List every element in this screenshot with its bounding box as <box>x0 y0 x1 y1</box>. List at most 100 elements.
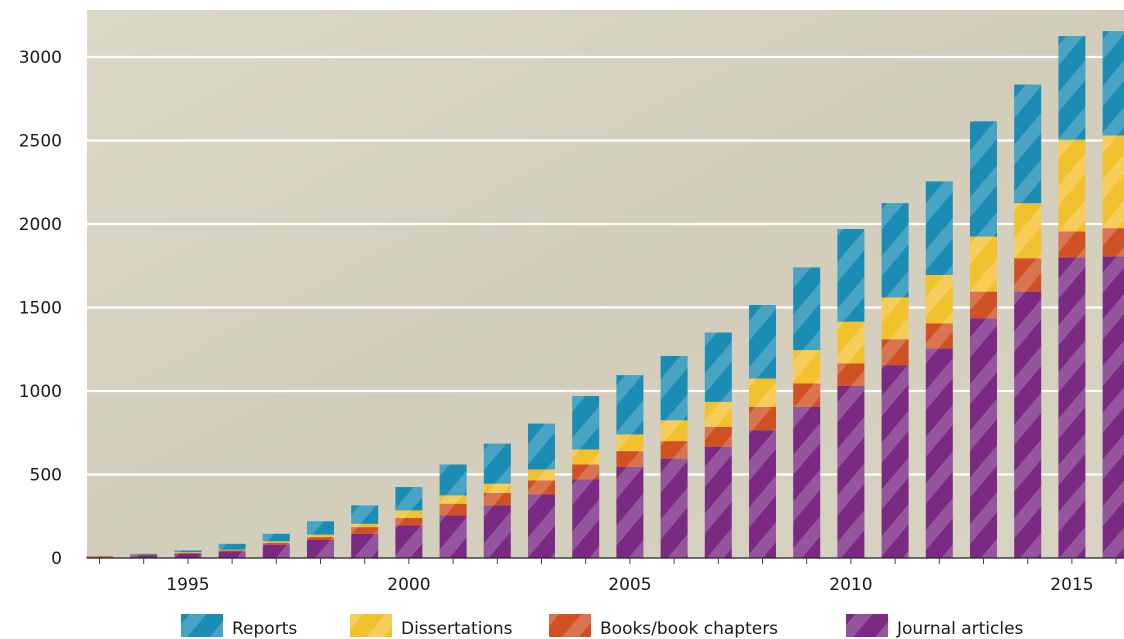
bar-hatch <box>1014 258 1042 292</box>
bar-hatch <box>1102 31 1124 136</box>
bar-hatch <box>881 203 909 298</box>
bar-hatch <box>704 332 732 402</box>
bar-hatch <box>395 517 423 526</box>
y-tick-label: 1000 <box>19 382 62 402</box>
legend-swatch-hatch <box>549 614 591 637</box>
bar-hatch <box>307 534 334 538</box>
bar-hatch <box>749 304 776 379</box>
bar-hatch <box>660 458 688 558</box>
bar-hatch <box>395 510 423 518</box>
bar-hatch <box>439 464 467 496</box>
bar-hatch <box>262 544 290 558</box>
bar-hatch <box>925 181 953 275</box>
bar-hatch <box>925 274 953 324</box>
bar-hatch <box>483 483 511 493</box>
bar-hatch <box>572 464 600 480</box>
legend-swatch-hatch <box>181 614 223 637</box>
bar-hatch <box>307 539 334 558</box>
bar-hatch <box>130 555 158 558</box>
bar-hatch <box>881 365 909 558</box>
bar-hatch <box>307 521 334 535</box>
bar-hatch <box>483 443 511 484</box>
bar-hatch <box>395 525 423 558</box>
bar-hatch <box>1014 291 1042 558</box>
legend-swatch-hatch <box>846 614 888 637</box>
bar-hatch <box>1102 256 1124 558</box>
bar-hatch <box>881 339 909 366</box>
x-tick-label: 2005 <box>608 575 651 595</box>
x-tick-label: 2000 <box>387 575 430 595</box>
bar-hatch <box>439 495 467 504</box>
bar-hatch <box>528 480 555 495</box>
bar-hatch <box>1014 84 1042 204</box>
bar-hatch <box>351 505 379 524</box>
bar-hatch <box>1058 139 1086 232</box>
bar-hatch <box>86 556 113 558</box>
bar-hatch <box>970 318 997 558</box>
bar-hatch <box>218 543 246 550</box>
bar-hatch <box>130 554 158 556</box>
bar-hatch <box>793 267 821 351</box>
bar-hatch <box>837 385 865 558</box>
y-tick-label: 0 <box>51 549 62 569</box>
bar-hatch <box>704 426 732 447</box>
bar-hatch <box>793 350 821 384</box>
bar-hatch <box>351 533 379 558</box>
bar-hatch <box>749 378 776 407</box>
bar-hatch <box>925 323 953 349</box>
bar-hatch <box>1102 228 1124 257</box>
bar-hatch <box>660 441 688 459</box>
bar-hatch <box>616 451 644 467</box>
bar-hatch <box>395 487 423 511</box>
bar-hatch <box>660 420 688 442</box>
bar-hatch <box>704 401 732 427</box>
bar-hatch <box>528 423 555 470</box>
legend-label: Reports <box>232 619 297 639</box>
bar-hatch <box>351 523 379 528</box>
bar-hatch <box>174 552 202 554</box>
legend-label: Journal articles <box>896 619 1024 639</box>
bar-hatch <box>1058 257 1086 558</box>
bar-hatch <box>174 553 202 558</box>
bar-hatch <box>1102 135 1124 229</box>
bar-hatch <box>749 430 776 558</box>
bar-hatch <box>174 552 202 553</box>
legend-label: Dissertations <box>401 619 513 639</box>
bar-hatch <box>572 449 600 465</box>
bar-hatch <box>130 553 158 555</box>
bar-hatch <box>1058 36 1086 140</box>
bar-hatch <box>218 549 246 551</box>
bar-hatch <box>1014 203 1042 259</box>
bar-hatch <box>837 363 865 386</box>
bar-hatch <box>970 121 997 237</box>
x-tick-label: 2015 <box>1050 575 1093 595</box>
x-tick-label: 2010 <box>829 575 872 595</box>
bar-hatch <box>970 291 997 319</box>
bar-hatch <box>970 236 997 292</box>
bar-hatch <box>1058 231 1086 258</box>
bar-hatch <box>174 550 202 553</box>
bar-hatch <box>881 297 909 340</box>
bar-hatch <box>616 375 644 435</box>
bar-hatch <box>218 551 246 558</box>
y-tick-label: 3000 <box>19 48 62 68</box>
bar-hatch <box>262 533 290 542</box>
bar-hatch <box>837 229 865 322</box>
bar-hatch <box>793 383 821 407</box>
bar-hatch <box>616 466 644 558</box>
bar-hatch <box>660 355 688 421</box>
bar-hatch <box>439 503 467 516</box>
y-tick-label: 2000 <box>19 215 62 235</box>
bar-hatch <box>704 446 732 558</box>
bar-hatch <box>307 537 334 540</box>
bar-hatch <box>351 527 379 534</box>
plot-background <box>87 10 1124 558</box>
bar-hatch <box>925 348 953 558</box>
bar-hatch <box>483 492 511 506</box>
x-tick-label: 1995 <box>166 575 209 595</box>
bar-hatch <box>572 396 600 450</box>
bar-hatch <box>528 494 555 558</box>
y-tick-label: 1500 <box>19 299 62 319</box>
y-tick-label: 500 <box>30 466 62 486</box>
